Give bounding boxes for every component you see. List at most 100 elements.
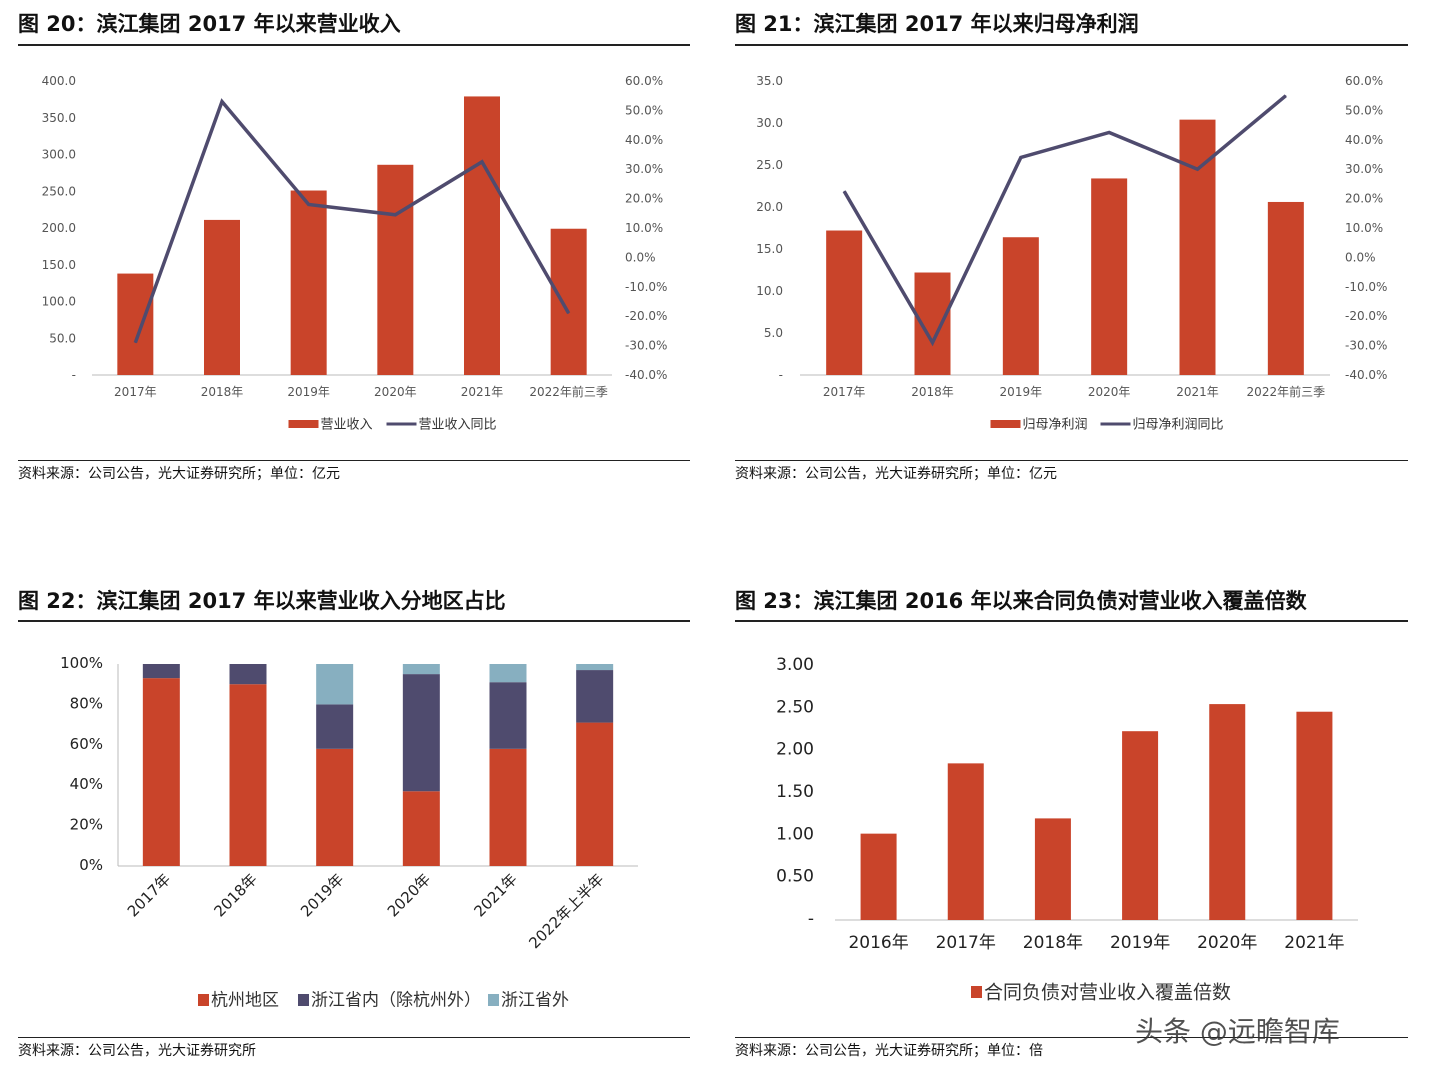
- y-tick-label: 300.0: [42, 148, 76, 162]
- line-point: [134, 342, 136, 344]
- y-tick-label: 40%: [70, 775, 103, 793]
- divider: [735, 1037, 1408, 1038]
- y-tick-label: 350.0: [42, 111, 76, 125]
- y-tick-label: 25.0: [756, 158, 783, 172]
- y-tick-label: 20%: [70, 816, 103, 834]
- x-tick-label: 2021年: [461, 385, 504, 399]
- y-tick-label: 100%: [60, 654, 103, 672]
- x-tick-label: 2017年: [124, 870, 174, 920]
- bar-segment: [229, 664, 267, 685]
- x-tick-label: 2020年: [1088, 385, 1131, 399]
- x-tick-label: 2018年: [911, 385, 954, 399]
- bar: [1209, 704, 1246, 920]
- legend-label: 营业收入: [321, 418, 373, 433]
- legend-label: 归母净利润同比: [1133, 418, 1224, 433]
- bar: [1034, 818, 1071, 920]
- bar: [117, 273, 154, 375]
- bar: [464, 96, 500, 375]
- y2-tick-label: 20.0%: [625, 192, 663, 206]
- bar-segment: [489, 664, 527, 683]
- x-tick-label: 2018年: [1023, 933, 1083, 953]
- y-tick-label: 100.0: [42, 295, 76, 309]
- bar: [1267, 201, 1304, 375]
- bar: [1122, 731, 1159, 920]
- y2-tick-label: 50.0%: [1345, 103, 1383, 117]
- bar: [826, 230, 863, 375]
- divider: [735, 460, 1408, 461]
- x-tick-label: 2019年: [1000, 385, 1043, 399]
- x-tick-label: 2019年: [287, 385, 330, 399]
- y2-tick-label: -30.0%: [625, 339, 667, 353]
- y-tick-label: 80%: [70, 694, 103, 712]
- figure-22-source: 资料来源：公司公告，光大证券研究所: [18, 1043, 256, 1059]
- figure-21-source: 资料来源：公司公告，光大证券研究所；单位：亿元: [735, 466, 1057, 482]
- y-tick-label: 50.0: [49, 331, 76, 345]
- bar-segment: [316, 704, 354, 749]
- x-tick-label: 2020年: [374, 385, 417, 399]
- legend-label: 合同负债对营业收入覆盖倍数: [984, 981, 1231, 1003]
- bar: [947, 763, 984, 920]
- x-tick-label: 2017年: [936, 933, 996, 953]
- divider: [18, 620, 690, 622]
- x-tick-label: 2022年前三季: [1247, 384, 1326, 399]
- divider: [18, 44, 690, 46]
- series-line: [133, 98, 571, 344]
- y-tick-label: -: [808, 909, 814, 929]
- line-point: [843, 190, 845, 192]
- legend-label: 浙江省内（除杭州外）: [311, 991, 481, 1011]
- y2-tick-label: 30.0%: [625, 162, 663, 176]
- bar-segment: [489, 748, 527, 866]
- bar-segment: [402, 791, 440, 866]
- y2-tick-label: 20.0%: [1345, 192, 1383, 206]
- divider: [735, 620, 1408, 622]
- bar: [1002, 237, 1039, 375]
- y-tick-label: 1.00: [776, 824, 814, 844]
- watermark: 头条 @远瞻智库: [1135, 1015, 1340, 1048]
- legend-swatch: [971, 986, 982, 998]
- bar: [1091, 178, 1128, 375]
- y-tick-label: 2.50: [776, 697, 814, 717]
- bar: [550, 228, 587, 375]
- line-point: [1197, 168, 1198, 170]
- bar-segment: [402, 674, 440, 792]
- line-point: [394, 214, 396, 216]
- legend-label: 杭州地区: [211, 991, 279, 1011]
- line-point: [481, 161, 483, 163]
- x-tick-label: 2021年: [470, 870, 520, 920]
- y2-tick-label: 10.0%: [1345, 221, 1383, 235]
- figure-23-source: 资料来源：公司公告，光大证券研究所；单位：倍: [735, 1043, 1043, 1059]
- y-tick-label: 400.0: [42, 74, 76, 88]
- y-tick-label: 20.0: [756, 200, 783, 214]
- bar-segment: [402, 664, 440, 675]
- y-tick-label: 2.00: [776, 740, 814, 760]
- x-tick-label: 2019年: [1110, 933, 1170, 953]
- line-point: [308, 203, 310, 205]
- line-point: [1285, 95, 1287, 97]
- x-tick-label: 2018年: [201, 385, 244, 399]
- line-point: [1108, 131, 1110, 133]
- line-point: [568, 312, 570, 314]
- figure-20-title: 图 20：滨江集团 2017 年以来营业收入: [18, 12, 401, 36]
- y2-tick-label: -10.0%: [625, 280, 667, 294]
- legend-swatch: [288, 420, 319, 428]
- bar-segment: [229, 684, 267, 866]
- divider: [18, 1037, 690, 1038]
- y2-tick-label: 0.0%: [625, 250, 656, 264]
- y-tick-label: 35.0: [756, 74, 783, 88]
- bar: [1179, 119, 1216, 375]
- legend-swatch: [488, 994, 499, 1006]
- y2-tick-label: -40.0%: [625, 368, 667, 382]
- line-point: [1020, 156, 1022, 158]
- figure-22-title: 图 22：滨江集团 2017 年以来营业收入分地区占比: [18, 589, 506, 613]
- bar: [290, 190, 327, 375]
- bar-segment: [316, 748, 354, 866]
- legend-label: 归母净利润: [1023, 418, 1088, 433]
- y2-tick-label: 40.0%: [625, 133, 663, 147]
- x-tick-label: 2021年: [1176, 385, 1219, 399]
- y-tick-label: 30.0: [756, 116, 783, 130]
- y2-tick-label: -40.0%: [1345, 368, 1387, 382]
- bar-segment: [142, 678, 180, 866]
- x-tick-label: 2021年: [1284, 933, 1344, 953]
- y2-tick-label: 60.0%: [625, 74, 663, 88]
